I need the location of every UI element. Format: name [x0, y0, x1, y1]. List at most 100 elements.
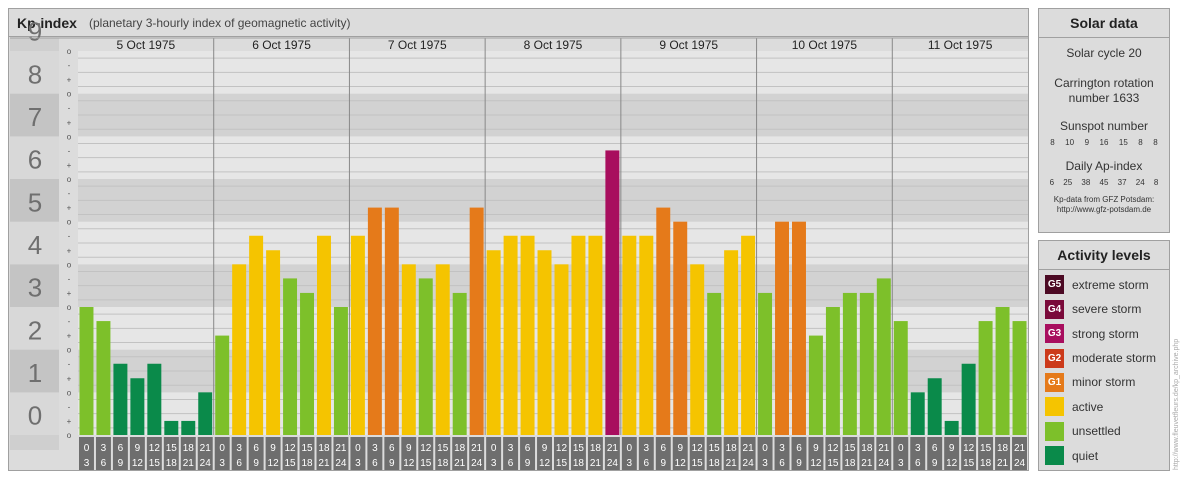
legend-swatch: G2: [1045, 348, 1064, 368]
legend-label: minor storm: [1072, 375, 1136, 390]
interval-start: 6: [932, 443, 938, 454]
interval-start: 18: [590, 443, 602, 454]
kp-bar: [266, 250, 281, 435]
kp-bar: [961, 363, 976, 435]
interval-end: 15: [420, 458, 432, 469]
activity-panel-title: Activity levels: [1039, 241, 1169, 270]
interval-cell: [927, 437, 943, 470]
interval-start: 21: [471, 443, 483, 454]
interval-start: 0: [355, 443, 361, 454]
kp-bar: [724, 250, 739, 435]
legend-item: unsettled: [1039, 421, 1169, 441]
day-label: 10 Oct 1975: [792, 38, 858, 52]
interval-cell: [621, 437, 637, 470]
kp-bar: [656, 207, 671, 435]
minor-tick-label: +: [67, 289, 72, 298]
minor-tick-label: o: [67, 431, 72, 440]
solar-cycle: Solar cycle 20: [1066, 46, 1142, 60]
kp-bar: [79, 307, 94, 435]
interval-cell: [672, 437, 688, 470]
kp-bar: [147, 363, 162, 435]
interval-start: 21: [878, 443, 890, 454]
minor-tick-label: o: [67, 90, 72, 99]
interval-end: 9: [118, 458, 124, 469]
kp-bar: [384, 207, 399, 435]
legend-item: active: [1039, 397, 1169, 417]
interval-start: 12: [556, 443, 568, 454]
interval-cell: [503, 437, 519, 470]
interval-start: 15: [980, 443, 992, 454]
interval-end: 24: [743, 458, 755, 469]
minor-tick-label: o: [67, 175, 72, 184]
interval-cell: [825, 437, 841, 470]
interval-cell: [384, 437, 400, 470]
interval-start: 6: [796, 443, 802, 454]
y-axis-band: [10, 93, 59, 137]
legend-item: G3 strong storm: [1039, 324, 1169, 344]
day-label: 9 Oct 1975: [659, 38, 718, 52]
legend-item: quiet: [1039, 446, 1169, 466]
interval-start: 15: [166, 443, 178, 454]
kp-bar: [859, 292, 874, 435]
y-tick-label: 2: [28, 315, 42, 345]
y-tick-label: 5: [28, 187, 42, 217]
minor-tick-label: o: [67, 303, 72, 312]
kp-bar: [605, 150, 620, 435]
interval-end: 21: [318, 458, 330, 469]
interval-cell: [520, 437, 536, 470]
interval-start: 3: [372, 443, 378, 454]
ap-label: Daily Ap-index: [1065, 159, 1143, 173]
kp-bar: [469, 207, 484, 435]
interval-end: 12: [675, 458, 687, 469]
interval-end: 9: [796, 458, 802, 469]
y-tick-label: 4: [28, 230, 42, 260]
legend-swatch: [1045, 446, 1064, 466]
interval-cell: [367, 437, 383, 470]
interval-start: 12: [827, 443, 839, 454]
kp-bar: [758, 292, 773, 435]
interval-cell: [689, 437, 705, 470]
kp-bar: [130, 378, 145, 435]
interval-cell: [231, 437, 247, 470]
interval-end: 21: [726, 458, 738, 469]
y-tick-label: 8: [28, 59, 42, 89]
kp-bar: [893, 321, 908, 435]
interval-cell: [469, 437, 485, 470]
ap-value: 8: [1153, 178, 1159, 187]
interval-end: 3: [84, 458, 90, 469]
interval-cell: [163, 437, 179, 470]
kp-bar: [792, 221, 806, 435]
kp-bar: [622, 235, 637, 435]
interval-end: 3: [219, 458, 225, 469]
interval-start: 18: [183, 443, 195, 454]
interval-start: 6: [660, 443, 666, 454]
y-axis-band: [10, 349, 59, 393]
kp-bar: [588, 235, 603, 435]
interval-end: 24: [1014, 458, 1026, 469]
interval-end: 6: [915, 458, 921, 469]
interval-start: 15: [844, 443, 856, 454]
interval-end: 12: [132, 458, 144, 469]
interval-cell: [282, 437, 298, 470]
minor-tick-label: o: [67, 47, 72, 56]
interval-start: 0: [84, 443, 90, 454]
interval-start: 3: [236, 443, 242, 454]
kp-bar: [317, 235, 331, 435]
kp-bar: [690, 264, 705, 435]
interval-cell: [910, 437, 926, 470]
sunspot-value: 10: [1065, 138, 1075, 147]
minor-tick-label: -: [68, 360, 71, 369]
interval-cell: [333, 437, 349, 470]
interval-start: 3: [508, 443, 514, 454]
kp-bar: [486, 250, 501, 435]
y-axis-band: [10, 392, 59, 435]
interval-cell: [1012, 437, 1027, 470]
minor-tick-label: -: [68, 402, 71, 411]
minor-tick-label: -: [68, 61, 71, 70]
interval-end: 12: [946, 458, 958, 469]
interval-cell: [893, 437, 909, 470]
kp-bar: [367, 207, 382, 435]
y-axis-band: [10, 179, 59, 222]
legend-swatch: G5: [1045, 275, 1064, 295]
interval-start: 6: [118, 443, 124, 454]
